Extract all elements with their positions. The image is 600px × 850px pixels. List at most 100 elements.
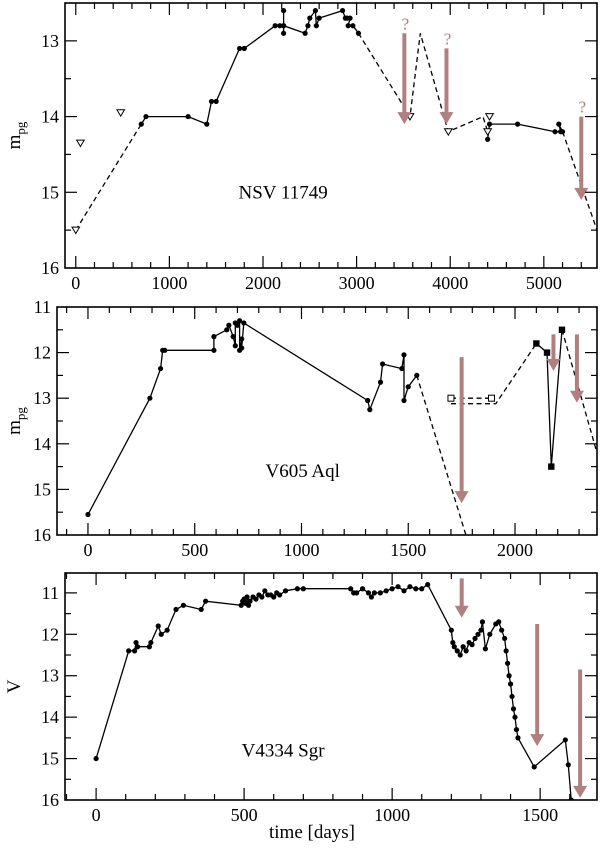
data-point — [359, 586, 366, 592]
data-point — [414, 372, 420, 378]
panel-nsv11749: ??? 0 1000 2000 3000 4000 5000 13 14 15 16 mpg NSV 1… — [4, 2, 598, 293]
data-point — [280, 7, 287, 14]
data-point — [280, 23, 287, 29]
data-point — [450, 639, 456, 646]
series-line — [451, 343, 537, 405]
arrow-head — [454, 491, 469, 504]
x-tick-label: 1000 — [374, 805, 410, 825]
y-tick-label: 12 — [41, 624, 59, 644]
data-point — [239, 336, 245, 342]
upper-limit-triangle — [482, 128, 493, 137]
data-point-square — [548, 463, 555, 470]
question-mark: ? — [578, 98, 586, 117]
x-tick-label: 2000 — [497, 540, 533, 560]
data-point — [164, 627, 170, 633]
data-point — [448, 627, 454, 633]
data-point — [162, 347, 168, 353]
series-line — [75, 123, 142, 231]
data-point — [485, 136, 491, 142]
upper-limit-triangle — [71, 226, 81, 235]
data-point — [478, 627, 484, 633]
data-point — [241, 320, 247, 326]
data-point — [487, 631, 493, 637]
data-point — [365, 590, 372, 596]
x-tick-label: 1500 — [522, 805, 558, 825]
data-point — [503, 648, 509, 654]
data-point — [531, 764, 537, 770]
data-point — [236, 45, 243, 52]
data-point — [226, 322, 232, 328]
y-tick-label: 13 — [41, 666, 59, 686]
data-point — [407, 584, 413, 590]
data-point — [419, 586, 425, 592]
data-point — [236, 318, 243, 324]
data-point — [510, 706, 517, 712]
data-point — [203, 598, 209, 604]
data-point — [277, 592, 283, 598]
object-name-label: V605 Aql — [265, 461, 339, 482]
object-name-label: NSV 11749 — [239, 182, 328, 203]
data-point — [300, 586, 306, 592]
data-point — [496, 619, 502, 625]
data-point — [507, 681, 514, 687]
data-point — [515, 121, 521, 127]
data-point — [348, 586, 354, 592]
data-point — [556, 121, 562, 127]
data-point — [512, 714, 518, 720]
data-point-square — [543, 349, 551, 356]
data-point — [486, 121, 493, 127]
series-line — [140, 47, 245, 125]
y-tick-label: 11 — [34, 297, 51, 317]
data-point — [355, 30, 362, 36]
data-point — [238, 602, 244, 608]
data-point — [208, 98, 215, 105]
data-point — [204, 121, 210, 127]
data-point — [347, 15, 353, 21]
data-point — [305, 23, 311, 29]
series-line — [87, 320, 418, 515]
data-point — [377, 379, 384, 385]
data-point — [198, 606, 204, 613]
panel-v4334-sgr: 0 500 1000 1500 11 12 13 14 15 16 V V4334 Sgr — [4, 572, 598, 825]
data-point — [460, 644, 466, 650]
data-point — [180, 602, 187, 608]
y-tick-label: 14 — [41, 707, 59, 727]
data-point — [399, 365, 405, 372]
data-point — [262, 588, 268, 594]
arrow-head — [546, 358, 561, 371]
data-point — [147, 395, 153, 401]
data-point — [313, 23, 319, 29]
plot-frame — [64, 572, 598, 801]
plot-area — [85, 318, 597, 535]
data-point — [247, 598, 253, 604]
data-point — [138, 121, 144, 127]
data-point — [230, 334, 236, 340]
data-point — [395, 584, 401, 590]
data-point — [272, 23, 278, 29]
data-point — [126, 648, 132, 654]
arrow-head — [454, 605, 469, 618]
x-tick-label: 1000 — [283, 540, 319, 560]
data-point — [232, 343, 238, 349]
data-point — [482, 646, 488, 652]
data-point — [316, 15, 322, 21]
plot-area — [93, 581, 574, 800]
x-tick-label: 0 — [71, 273, 80, 293]
series-line — [95, 583, 572, 800]
x-tick-label: 5000 — [526, 273, 562, 293]
data-point — [354, 590, 360, 596]
data-point — [345, 23, 351, 29]
panel-v605-aql: 0 500 1000 1500 2000 11 12 13 14 15 16 mpg V605 Aql — [4, 297, 598, 560]
x-tick-label: 0 — [83, 540, 92, 560]
data-point — [502, 635, 508, 642]
upper-limit-square — [488, 394, 496, 402]
data-point — [307, 15, 313, 21]
data-point — [244, 594, 250, 600]
arrow-head — [574, 187, 589, 200]
data-point — [93, 755, 99, 762]
y-tick-label: 16 — [33, 525, 51, 545]
y-tick-label: 13 — [33, 388, 51, 408]
y-axis-label: mpg — [4, 121, 28, 149]
x-tick-label: 1500 — [390, 540, 426, 560]
